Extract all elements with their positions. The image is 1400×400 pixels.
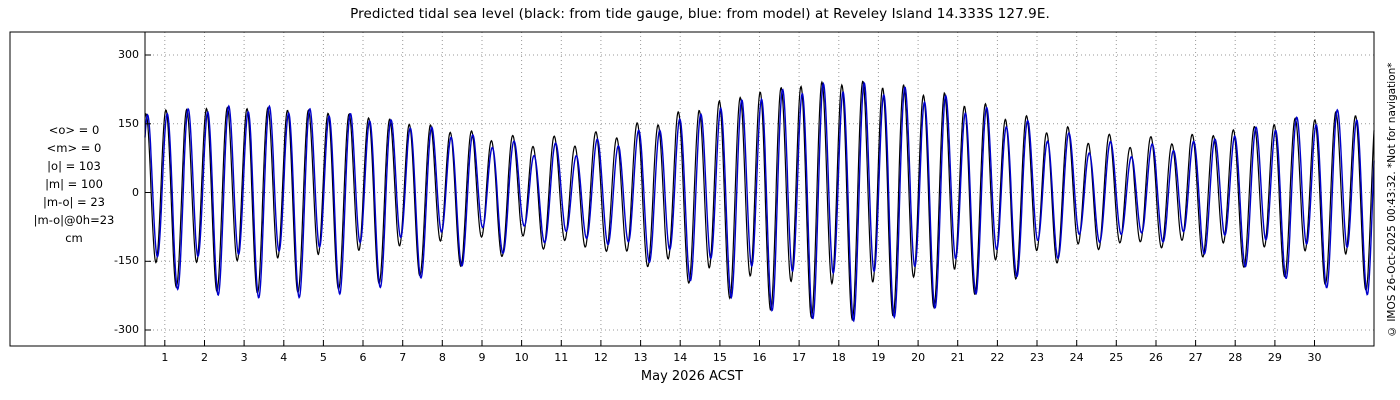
copyright-watermark: © IMOS 26-Oct-2025 00:43:32. *Not for na… — [1386, 62, 1398, 338]
y-tick-label: -150 — [114, 254, 139, 268]
stats-line: |o| = 103 — [47, 159, 101, 173]
x-tick-label: 4 — [280, 351, 288, 364]
x-tick-label: 14 — [673, 351, 688, 364]
chart-title: Predicted tidal sea level (black: from t… — [350, 6, 1050, 22]
x-tick-label: 27 — [1188, 351, 1203, 364]
y-tick-label: 150 — [118, 116, 139, 130]
x-tick-label: 16 — [752, 351, 767, 364]
x-tick-label: 3 — [240, 351, 248, 364]
model-curve — [144, 81, 1375, 323]
figure-frame — [9, 31, 1375, 347]
stats-line: <m> = 0 — [46, 141, 102, 155]
x-tick-label: 21 — [950, 351, 965, 364]
x-tick-label: 13 — [633, 351, 648, 364]
x-tick-label: 1 — [161, 351, 169, 364]
x-tick-label: 26 — [1148, 351, 1163, 364]
x-tick-label: 11 — [554, 351, 569, 364]
x-tick-label: 10 — [514, 351, 529, 364]
x-tick-label: 19 — [871, 351, 886, 364]
x-tick-label: 29 — [1267, 351, 1282, 364]
stats-line: <o> = 0 — [48, 123, 100, 137]
stats-line: |m| = 100 — [45, 177, 103, 191]
x-tick-label: 22 — [990, 351, 1005, 364]
x-tick-label: 12 — [593, 351, 608, 364]
x-tick-label: 2 — [200, 351, 208, 364]
x-tick-label: 5 — [319, 351, 327, 364]
x-tick-label: 9 — [478, 351, 486, 364]
x-tick-label: 6 — [359, 351, 367, 364]
stats-line: |m-o|@0h=23 — [33, 213, 115, 227]
y-tick-label: 0 — [132, 185, 139, 199]
x-tick-label: 20 — [911, 351, 926, 364]
x-axis-label: May 2026 ACST — [640, 369, 744, 384]
x-tick-label: 24 — [1069, 351, 1084, 364]
x-tick-label: 18 — [831, 351, 846, 364]
y-tick-label: -300 — [114, 323, 139, 336]
x-tick-label: 30 — [1307, 351, 1322, 364]
stats-block: <o> = 0 <m> = 0 |o| = 103 |m| = 100 |m-o| = … — [10, 121, 138, 247]
x-tick-label: 15 — [712, 351, 727, 364]
x-tick-label: 23 — [1030, 351, 1045, 364]
x-tick-label: 8 — [438, 351, 446, 364]
stats-line: cm — [65, 231, 83, 245]
x-tick-label: 17 — [792, 351, 807, 364]
y-tick-label: 300 — [118, 48, 139, 61]
x-tick-label: 28 — [1228, 351, 1243, 364]
x-tick-label: 7 — [399, 351, 407, 364]
stats-line: |m-o| = 23 — [43, 195, 105, 209]
x-tick-label: 25 — [1109, 351, 1124, 364]
